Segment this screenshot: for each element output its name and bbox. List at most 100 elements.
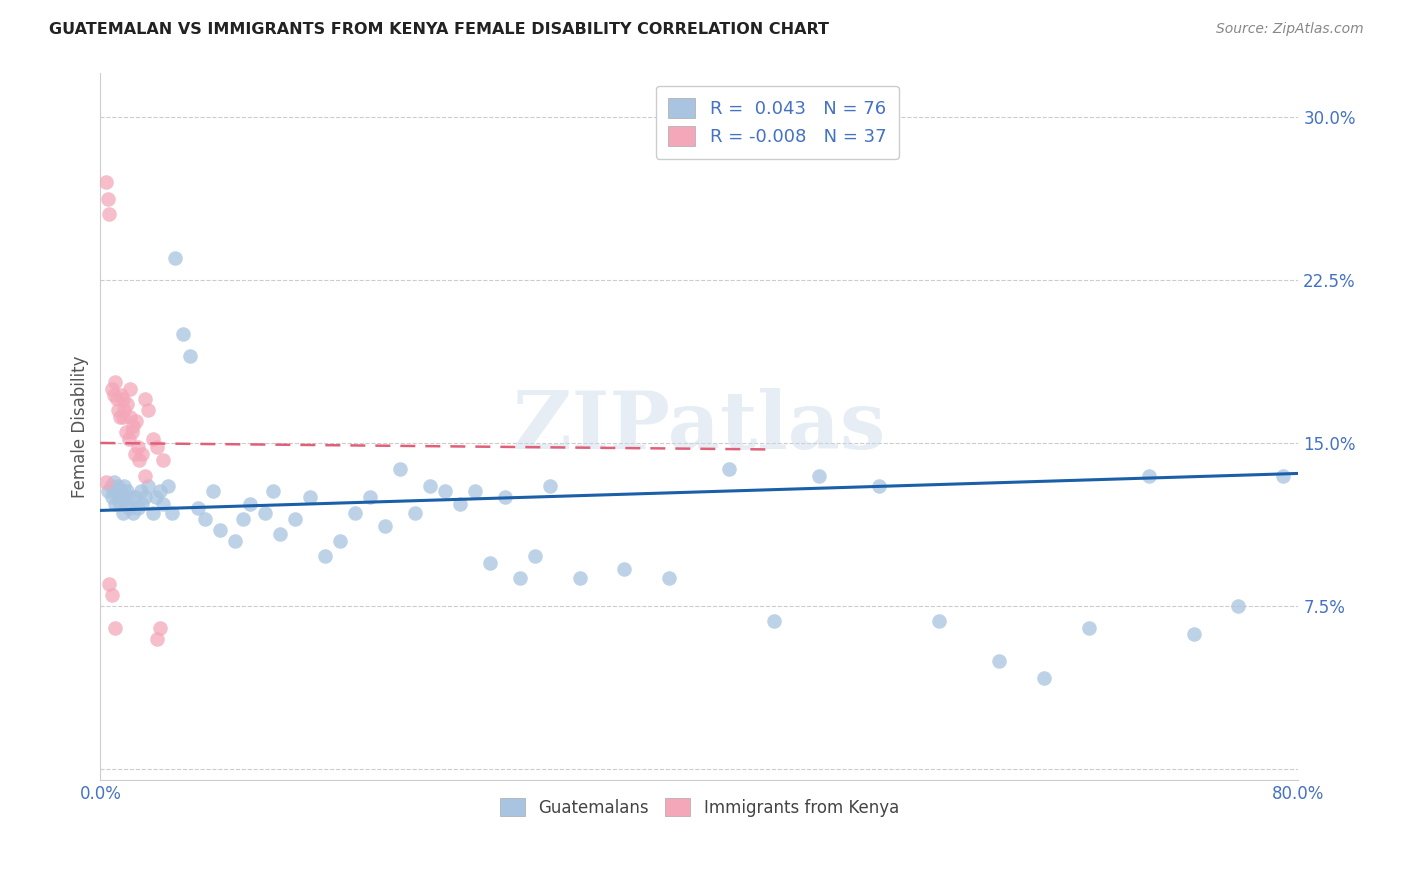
Point (111, 506, 134, 520)
Point (232, 512, 254, 526)
Point (1272, 468, 1295, 483)
Point (97, 192, 120, 206)
Point (136, 479, 159, 493)
Point (96, 175, 118, 189)
Point (298, 491, 321, 505)
Point (101, 491, 124, 505)
Point (538, 479, 561, 493)
Point (131, 447, 153, 461)
Point (149, 483, 172, 498)
Point (262, 483, 284, 498)
Point (128, 453, 150, 467)
Point (118, 501, 141, 516)
Point (107, 479, 129, 493)
Point (987, 654, 1010, 668)
Point (117, 483, 139, 498)
Point (134, 392, 156, 407)
Point (868, 479, 890, 493)
Point (112, 403, 135, 417)
Point (111, 392, 134, 407)
Point (145, 491, 167, 505)
Point (124, 447, 146, 461)
Point (194, 512, 217, 526)
Y-axis label: Female Disability: Female Disability (72, 355, 89, 498)
Point (478, 556, 501, 570)
Point (114, 497, 136, 511)
Point (118, 432, 141, 446)
Point (1227, 599, 1250, 614)
Point (224, 533, 246, 548)
Point (104, 483, 127, 498)
Point (160, 506, 183, 520)
Point (108, 409, 131, 424)
Point (613, 562, 636, 576)
Point (96, 475, 118, 490)
Point (1032, 671, 1054, 685)
Point (110, 483, 132, 498)
Point (1077, 621, 1099, 635)
Point (269, 527, 291, 541)
Point (254, 506, 277, 520)
Point (314, 549, 336, 563)
Point (1137, 468, 1160, 483)
Point (98, 207, 121, 221)
Point (1182, 627, 1205, 641)
Point (117, 397, 139, 411)
Point (127, 501, 149, 516)
Point (165, 251, 187, 265)
Point (121, 425, 143, 439)
Point (120, 409, 142, 424)
Point (374, 518, 396, 533)
Point (134, 491, 156, 505)
Point (523, 549, 546, 563)
Point (152, 453, 174, 467)
Point (142, 506, 165, 520)
Point (131, 497, 153, 511)
Point (100, 479, 122, 493)
Point (433, 483, 456, 498)
Point (104, 621, 127, 635)
Point (107, 488, 129, 502)
Point (122, 418, 145, 433)
Point (343, 506, 366, 520)
Point (101, 588, 124, 602)
Point (509, 571, 531, 585)
Point (101, 382, 124, 396)
Point (239, 497, 262, 511)
Point (103, 475, 125, 490)
Point (359, 491, 381, 505)
Point (120, 491, 142, 505)
Point (104, 497, 127, 511)
Point (104, 375, 127, 389)
Point (129, 483, 152, 498)
Legend: Guatemalans, Immigrants from Kenya: Guatemalans, Immigrants from Kenya (492, 789, 907, 825)
Point (98, 577, 121, 591)
Point (187, 501, 209, 516)
Point (329, 533, 352, 548)
Text: Source: ZipAtlas.com: Source: ZipAtlas.com (1216, 22, 1364, 37)
Point (179, 349, 201, 363)
Point (928, 615, 950, 629)
Point (122, 506, 145, 520)
Point (112, 479, 135, 493)
Point (134, 468, 156, 483)
Point (284, 512, 307, 526)
Point (124, 491, 146, 505)
Point (156, 479, 179, 493)
Point (568, 571, 591, 585)
Point (718, 462, 741, 476)
Point (404, 506, 426, 520)
Text: ZIPatlas: ZIPatlas (513, 388, 886, 466)
Point (494, 491, 516, 505)
Point (763, 615, 786, 629)
Point (103, 388, 125, 402)
Point (114, 425, 136, 439)
Text: GUATEMALAN VS IMMIGRANTS FROM KENYA FEMALE DISABILITY CORRELATION CHART: GUATEMALAN VS IMMIGRANTS FROM KENYA FEMA… (49, 22, 830, 37)
Point (172, 327, 194, 342)
Point (658, 571, 681, 585)
Point (464, 483, 486, 498)
Point (419, 479, 441, 493)
Point (120, 382, 142, 396)
Point (449, 497, 471, 511)
Point (808, 468, 831, 483)
